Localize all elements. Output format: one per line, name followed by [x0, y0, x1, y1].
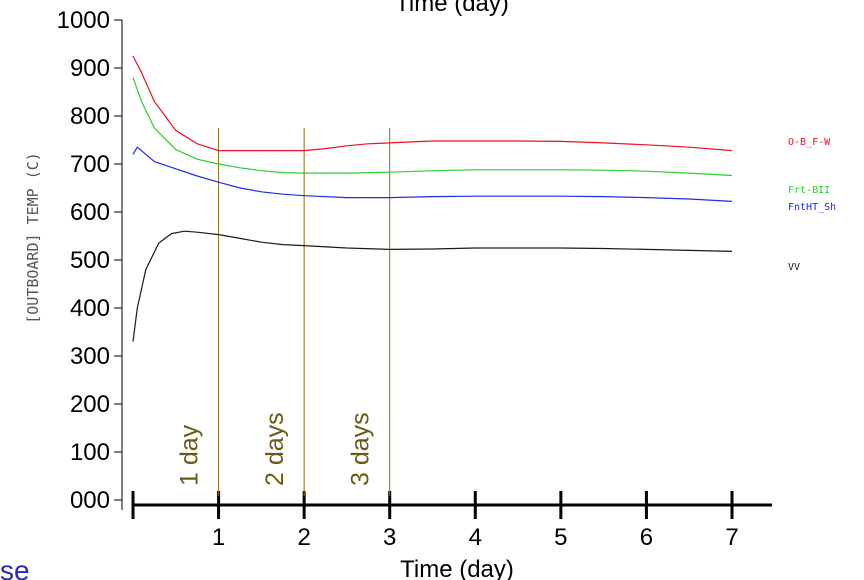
- y-tick-label: 000: [70, 487, 110, 514]
- legend-item: VV: [788, 262, 800, 273]
- y-tick-label: 300: [70, 343, 110, 370]
- x-tick-label: 2: [297, 524, 310, 551]
- x-axis: 1 2 3 4 5 6 7: [131, 491, 772, 551]
- slide-text-fragment: se: [0, 555, 30, 580]
- day-marker-label: 2 days: [261, 412, 289, 486]
- y-tick-label: 600: [70, 199, 110, 226]
- legend-item: Frt-BII: [788, 185, 830, 196]
- x-tick-label: 6: [640, 524, 653, 551]
- day-marker-label: 1 day: [176, 424, 204, 486]
- x-tick-label: 5: [554, 524, 567, 551]
- y-tick-label: 900: [70, 55, 110, 82]
- legend-item: FntHT_Sh: [788, 202, 836, 213]
- y-tick-label: 500: [70, 247, 110, 274]
- x-tick-label: 3: [383, 524, 396, 551]
- day-marker-label: 3 days: [347, 412, 375, 486]
- legend-item: O-B_F-W: [788, 137, 831, 148]
- y-axis: 000 100 200 300 400 500 600 700 800 900 1000: [57, 7, 123, 514]
- y-tick-label: 200: [70, 391, 110, 418]
- x-tick-label: 1: [212, 524, 225, 551]
- y-tick-label: 100: [70, 439, 110, 466]
- y-tick-label: 800: [70, 103, 110, 130]
- y-axis-label: [OUTBOARD] TEMP (C): [24, 152, 42, 324]
- y-tick-label: 400: [70, 295, 110, 322]
- day-markers: 1 day 2 days 3 days: [176, 128, 391, 496]
- chart-title: Time (day): [395, 0, 509, 17]
- y-tick-label: 700: [70, 151, 110, 178]
- series-line: [132, 146, 733, 202]
- x-tick-label: 4: [469, 524, 482, 551]
- series-line: [132, 55, 733, 152]
- series-line: [132, 230, 733, 342]
- x-axis-label: Time (day): [400, 556, 514, 580]
- legend: O-B_F-W Frt-BII FntHT_Sh VV: [788, 137, 836, 273]
- y-tick-label: 1000: [57, 7, 110, 34]
- series-line: [132, 77, 733, 177]
- x-tick-label: 7: [725, 524, 738, 551]
- series-lines: [132, 55, 733, 342]
